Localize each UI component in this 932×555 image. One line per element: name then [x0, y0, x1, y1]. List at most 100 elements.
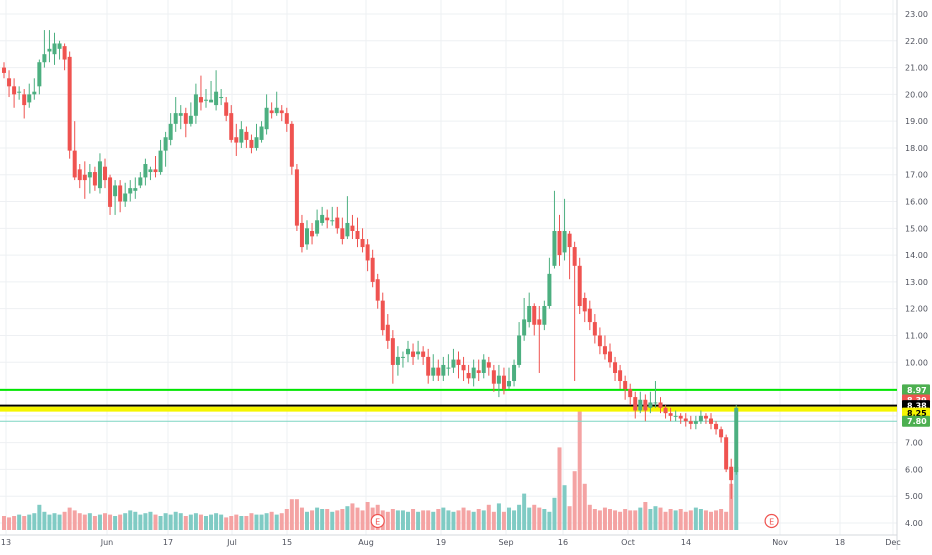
candle-body — [284, 113, 289, 124]
volume-bar — [698, 509, 703, 530]
candle — [305, 220, 309, 250]
candle-body — [17, 91, 22, 93]
candle — [623, 375, 628, 400]
volume-bar — [219, 514, 224, 530]
candle-body — [27, 94, 32, 103]
price-label-bg — [902, 415, 930, 427]
volume-bar — [315, 507, 320, 530]
candle — [688, 415, 693, 430]
candle — [416, 340, 421, 360]
candle-body — [82, 174, 87, 181]
candle — [698, 410, 703, 424]
time-axis[interactable]: 13 Jun 17 Jul 15 Aug 19 Sep 16 Oct 14 Nov 18 Dec — [1, 538, 901, 547]
candle-body — [355, 230, 360, 240]
candle-body — [719, 429, 724, 438]
time-tick-label: Oct — [621, 538, 635, 547]
earnings-marker[interactable]: E — [370, 513, 385, 529]
candle-body — [380, 300, 385, 331]
volume-bar — [501, 511, 506, 530]
candle-body — [385, 324, 390, 341]
candle — [426, 348, 431, 384]
candle — [703, 413, 708, 424]
candle — [411, 343, 416, 365]
candle-body — [436, 367, 441, 376]
candle-body — [714, 423, 719, 430]
volume-bar — [259, 514, 264, 530]
candle-body — [310, 230, 315, 237]
candle — [734, 405, 739, 475]
candle — [562, 198, 567, 261]
volume-bar — [673, 510, 678, 530]
price-tick-label: 21.00 — [905, 64, 928, 73]
candle-body — [431, 367, 436, 376]
volume-bar — [658, 507, 663, 530]
candle — [22, 89, 27, 119]
volume-bar — [703, 510, 708, 530]
volume-bar — [577, 411, 582, 530]
candle — [82, 161, 87, 199]
price-label-7-80: 7.80 — [902, 415, 930, 427]
candle — [138, 172, 143, 189]
candle — [113, 180, 118, 215]
candle-body — [138, 177, 143, 186]
earnings-marker-circle — [370, 513, 385, 529]
candle-body — [113, 185, 118, 197]
candle-body — [552, 230, 557, 266]
volume-bar — [360, 510, 365, 530]
volume-bar — [461, 507, 466, 530]
candle — [143, 158, 148, 186]
candle — [517, 322, 522, 368]
candle — [183, 107, 188, 138]
price-tick-label: 11.00 — [905, 331, 928, 340]
volume-bar — [82, 514, 87, 530]
candle-body — [158, 150, 163, 173]
volume-bar — [52, 513, 57, 530]
candle — [239, 121, 244, 148]
candle — [153, 155, 158, 178]
earnings-marker[interactable]: E — [764, 513, 779, 529]
candle-body — [360, 239, 365, 248]
candle-body — [658, 402, 663, 408]
candle — [441, 356, 446, 382]
candle — [254, 123, 259, 151]
candle-body — [602, 346, 607, 355]
candle-body — [193, 94, 198, 116]
candle-body — [527, 306, 532, 323]
time-tick-label: Dec — [885, 538, 900, 547]
candle-body — [52, 43, 57, 55]
candle-body — [557, 230, 562, 256]
price-axis[interactable]: 23.00 22.00 21.00 20.00 19.00 18.00 17.00 16.00… — [902, 10, 930, 528]
candle-body — [663, 407, 668, 414]
candle-body — [648, 402, 653, 408]
candle — [214, 70, 219, 111]
earnings-marker-label: E — [769, 518, 774, 527]
volume-bar — [305, 511, 309, 530]
candle — [77, 164, 82, 189]
candle-body — [234, 137, 239, 143]
volume-bar — [709, 511, 713, 530]
candle-body — [12, 86, 17, 95]
volume-bar — [486, 504, 491, 530]
candle-body — [103, 166, 107, 181]
candle — [315, 209, 320, 237]
candle-body — [734, 407, 739, 473]
candle-body — [128, 188, 133, 194]
volume-bar — [547, 511, 552, 530]
candle-body — [375, 279, 380, 301]
candle-body — [188, 115, 193, 124]
volume-bar — [668, 509, 673, 530]
candle-body — [294, 169, 299, 226]
volume-bar — [244, 516, 249, 530]
volume-bar — [77, 513, 82, 530]
candle — [163, 131, 168, 167]
volume-bar — [284, 509, 289, 530]
candle-body — [249, 139, 254, 148]
candle-body — [77, 169, 82, 181]
candle-body — [42, 54, 47, 63]
candle-body — [441, 364, 446, 376]
candle-body — [693, 421, 698, 424]
candle-body — [395, 356, 400, 365]
candle — [567, 230, 572, 280]
